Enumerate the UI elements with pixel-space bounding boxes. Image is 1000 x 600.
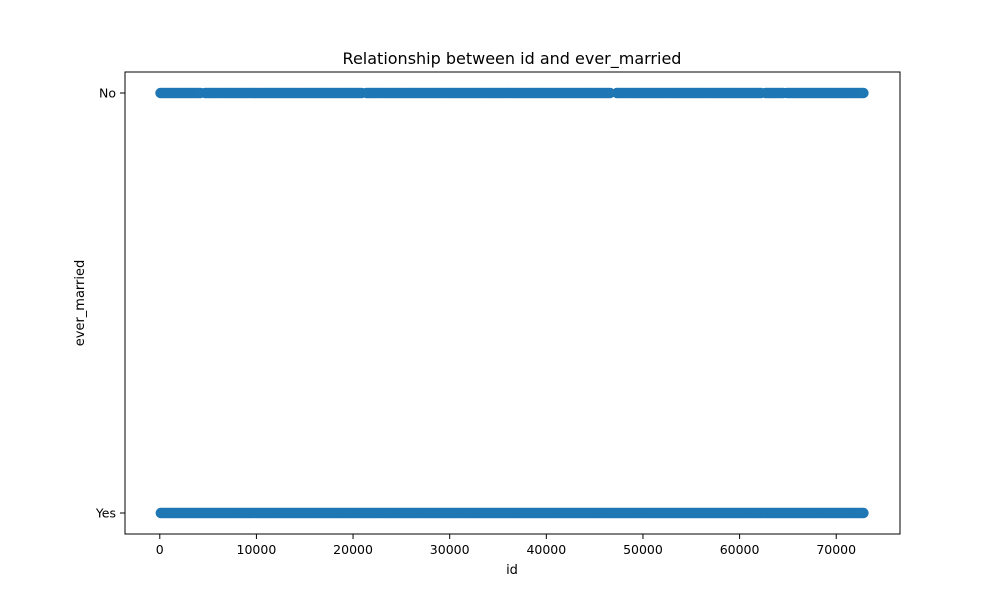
y-tick-label: Yes (95, 506, 116, 521)
y-axis-label: ever_married (73, 260, 88, 347)
x-tick-label: 0 (156, 542, 164, 557)
x-tick-label: 60000 (720, 542, 760, 557)
data-points (155, 87, 869, 519)
x-tick-label: 30000 (430, 542, 470, 557)
y-axis-ticks: Yes No (95, 86, 125, 521)
x-axis-label: id (506, 563, 518, 578)
data-point-no (858, 87, 869, 99)
x-axis-ticks: 0 10000 20000 30000 40000 50000 60000 70000 (156, 534, 856, 557)
x-tick-label: 10000 (237, 542, 277, 557)
x-tick-label: 50000 (623, 542, 663, 557)
x-tick-label: 70000 (816, 542, 856, 557)
x-tick-label: 40000 (526, 542, 566, 557)
y-tick-label: No (99, 86, 116, 101)
chart-title: Relationship between id and ever_married (343, 49, 682, 69)
plot-frame (124, 71, 901, 535)
data-point-yes (858, 507, 869, 519)
x-tick-label: 20000 (333, 542, 373, 557)
